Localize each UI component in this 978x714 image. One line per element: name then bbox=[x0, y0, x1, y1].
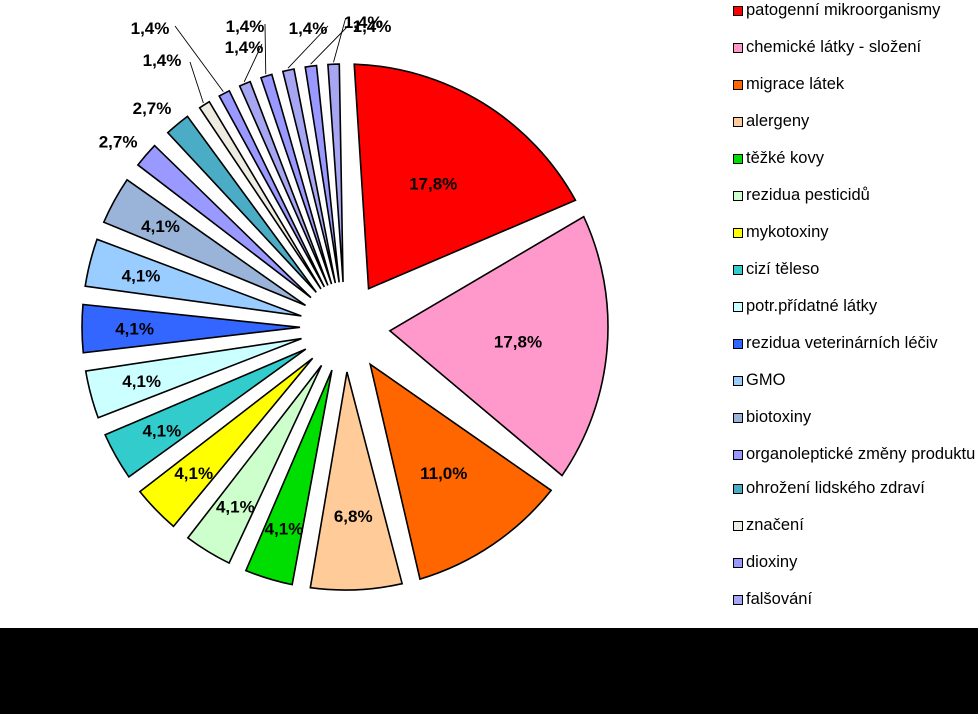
data-label: 4,1% bbox=[265, 519, 304, 538]
data-label: 6,8% bbox=[334, 507, 373, 526]
legend-swatch bbox=[733, 80, 743, 90]
data-label: 1,4% bbox=[143, 51, 182, 70]
legend-label: dioxiny bbox=[746, 553, 798, 571]
data-label: 4,1% bbox=[122, 372, 161, 391]
pie-slice bbox=[104, 348, 307, 478]
legend-swatch bbox=[733, 191, 743, 201]
pie-slice bbox=[238, 80, 329, 286]
legend-swatch bbox=[733, 117, 743, 127]
legend-swatch bbox=[733, 558, 743, 568]
legend-swatch bbox=[733, 595, 743, 605]
leader-lines bbox=[174, 19, 351, 104]
legend-label: značení bbox=[746, 516, 804, 534]
pie-slice bbox=[304, 64, 340, 283]
pie-slice bbox=[309, 371, 404, 591]
legend-label: GMO bbox=[746, 371, 786, 389]
pie-slice bbox=[136, 144, 312, 299]
pie-slice bbox=[84, 337, 302, 419]
data-label: 17,8% bbox=[409, 175, 457, 194]
data-label: 17,8% bbox=[494, 333, 542, 352]
data-label: 4,1% bbox=[142, 422, 181, 441]
data-label: 1,4% bbox=[131, 19, 170, 38]
leader-line bbox=[333, 19, 346, 63]
data-label: 4,1% bbox=[174, 464, 213, 483]
leader-line bbox=[310, 23, 351, 65]
legend-swatch bbox=[733, 376, 743, 386]
legend-label: cizí těleso bbox=[746, 260, 820, 278]
legend-label: chemické látky - složení bbox=[746, 38, 922, 56]
legend-label: potr.přídatné látky bbox=[746, 297, 878, 315]
pie-slice bbox=[218, 89, 326, 288]
pie-slice bbox=[259, 73, 333, 285]
bottom-black-bar bbox=[0, 628, 978, 714]
legend-swatch bbox=[733, 154, 743, 164]
pie-slice bbox=[198, 100, 322, 290]
pie-slice bbox=[81, 303, 301, 354]
pie-slice bbox=[368, 362, 553, 581]
pie-slice bbox=[327, 63, 344, 283]
data-label: 1,4% bbox=[226, 17, 265, 36]
legend-label: mykotoxiny bbox=[746, 223, 829, 241]
legend-label: rezidua pesticidů bbox=[746, 186, 870, 204]
legend-label: organoleptické změny produktu bbox=[746, 445, 976, 463]
pie-slices bbox=[81, 63, 609, 591]
legend-swatch bbox=[733, 6, 743, 16]
leader-line bbox=[243, 43, 263, 83]
data-label: 1,4% bbox=[289, 19, 328, 38]
data-label: 4,1% bbox=[115, 319, 154, 338]
pie-slice bbox=[353, 63, 577, 290]
legend-label: falšování bbox=[746, 590, 813, 608]
data-label: 1,4% bbox=[225, 38, 264, 57]
legend-label: ohrožení lidského zdraví bbox=[746, 479, 925, 497]
pie-slice bbox=[281, 68, 337, 284]
legend-swatch bbox=[733, 339, 743, 349]
data-label: 1,4% bbox=[344, 13, 383, 32]
legend-swatch bbox=[733, 484, 743, 494]
legend-swatch bbox=[733, 450, 743, 460]
legend-swatch bbox=[733, 228, 743, 238]
pie-slice bbox=[244, 369, 333, 586]
data-label: 4,1% bbox=[122, 266, 161, 285]
data-label: 2,7% bbox=[99, 132, 138, 151]
legend-label: alergeny bbox=[746, 112, 810, 130]
data-label: 4,1% bbox=[216, 498, 255, 517]
legend-swatch bbox=[733, 521, 743, 531]
legend-label: migrace látek bbox=[746, 75, 845, 93]
pie-slice bbox=[138, 357, 314, 528]
data-label: 4,1% bbox=[141, 217, 180, 236]
leader-line bbox=[264, 23, 267, 75]
pie-slice bbox=[102, 178, 307, 307]
data-labels: 17,8%17,8%11,0%6,8%4,1%4,1%4,1%4,1%4,1%4… bbox=[99, 13, 542, 538]
data-label: 1,4% bbox=[353, 17, 392, 36]
pie-slice bbox=[186, 364, 323, 565]
legend-label: těžké kovy bbox=[746, 149, 824, 167]
legend-swatch bbox=[733, 302, 743, 312]
leader-line bbox=[287, 25, 329, 69]
pie-slice bbox=[388, 215, 609, 477]
legend-swatch bbox=[733, 413, 743, 423]
pie-slice bbox=[84, 238, 302, 317]
legend-swatch bbox=[733, 265, 743, 275]
legend-label: patogenní mikroorganismy bbox=[746, 1, 941, 19]
leader-line bbox=[189, 61, 204, 104]
legend-label: rezidua veterinárních léčiv bbox=[746, 334, 938, 352]
legend-swatch bbox=[733, 43, 743, 53]
pie-chart-svg: 17,8%17,8%11,0%6,8%4,1%4,1%4,1%4,1%4,1%4… bbox=[81, 13, 609, 591]
data-label: 2,7% bbox=[133, 99, 172, 118]
pie-chart: 17,8% 17,8% 11,0% 6,8% 4,1% 4,1% 4,1% 4,1% 4,1% 4… bbox=[81, 1, 976, 608]
leader-line bbox=[174, 25, 224, 92]
legend-label: biotoxiny bbox=[746, 408, 812, 426]
data-label: 11,0% bbox=[420, 464, 467, 483]
pie-slice bbox=[166, 115, 317, 293]
